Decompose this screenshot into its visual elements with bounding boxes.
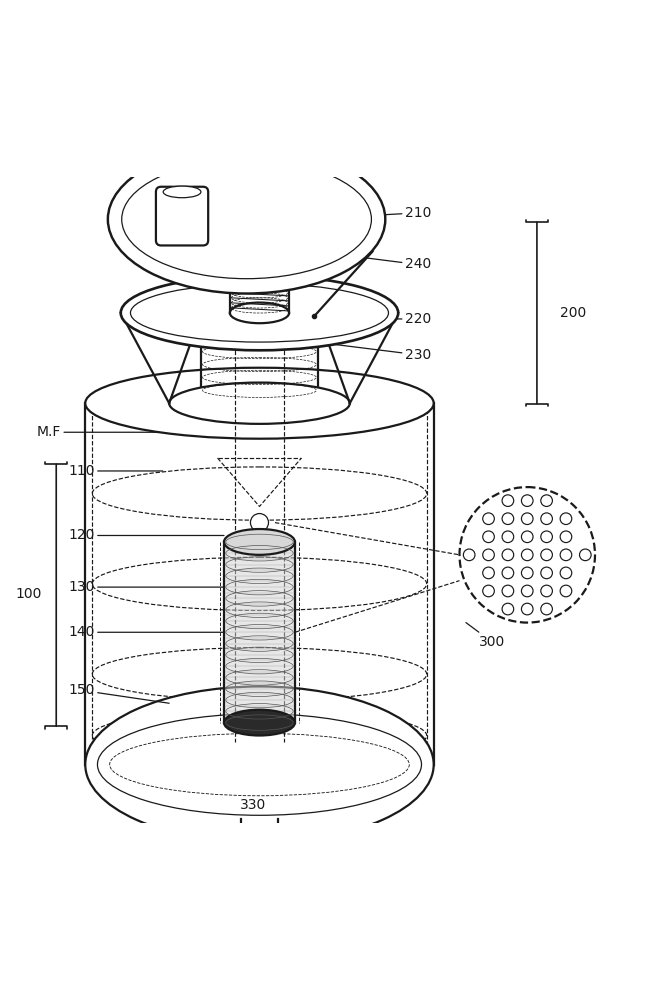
Ellipse shape xyxy=(86,368,434,439)
Text: 240: 240 xyxy=(240,242,431,271)
Text: 110: 110 xyxy=(69,464,163,478)
Text: 220: 220 xyxy=(266,312,431,326)
Ellipse shape xyxy=(86,686,434,843)
Ellipse shape xyxy=(224,529,295,555)
Text: 120: 120 xyxy=(69,528,224,542)
Ellipse shape xyxy=(121,275,399,350)
Circle shape xyxy=(250,514,268,532)
Ellipse shape xyxy=(169,383,350,424)
Text: 210: 210 xyxy=(360,206,431,220)
Ellipse shape xyxy=(230,303,289,323)
Circle shape xyxy=(459,487,595,623)
Text: M.F: M.F xyxy=(37,425,163,439)
Ellipse shape xyxy=(108,145,386,294)
Ellipse shape xyxy=(163,186,201,198)
Text: 150: 150 xyxy=(69,683,169,703)
Text: 140: 140 xyxy=(69,625,224,639)
Ellipse shape xyxy=(230,257,289,278)
FancyBboxPatch shape xyxy=(156,187,208,245)
Text: 200: 200 xyxy=(559,306,586,320)
Ellipse shape xyxy=(202,299,318,327)
Text: 130: 130 xyxy=(69,580,224,594)
Text: 330: 330 xyxy=(240,798,266,812)
Text: 300: 300 xyxy=(466,623,505,649)
Text: 230: 230 xyxy=(288,339,431,362)
Text: 100: 100 xyxy=(16,587,42,601)
Text: 310: 310 xyxy=(298,399,431,413)
Ellipse shape xyxy=(224,710,295,736)
